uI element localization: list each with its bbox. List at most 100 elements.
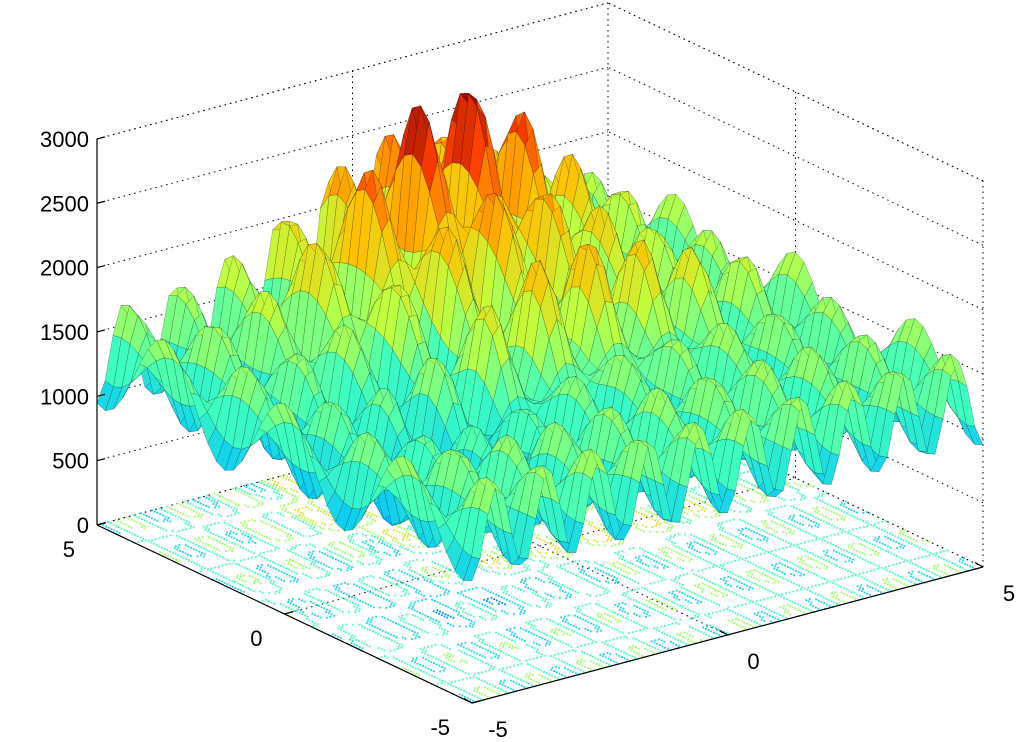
contour-point xyxy=(460,658,463,661)
contour-point xyxy=(505,653,508,655)
contour-point xyxy=(810,601,813,604)
contour-point xyxy=(737,613,740,616)
contour-point xyxy=(337,559,340,562)
contour-point xyxy=(660,595,663,598)
contour-point xyxy=(574,590,577,593)
contour-point xyxy=(426,580,429,582)
contour-point xyxy=(358,586,361,588)
contour-point xyxy=(728,551,730,554)
contour-point xyxy=(689,617,692,620)
contour-point xyxy=(487,687,489,690)
contour-point xyxy=(468,654,471,657)
contour-point xyxy=(377,535,380,537)
contour-point xyxy=(672,642,675,645)
contour-point xyxy=(269,483,272,486)
contour-point xyxy=(670,527,673,529)
contour-point xyxy=(452,685,455,687)
contour-point xyxy=(637,647,640,650)
contour-point xyxy=(349,554,352,557)
contour-point xyxy=(475,600,478,603)
contour-point xyxy=(359,545,362,548)
contour-point xyxy=(642,508,645,511)
contour-point xyxy=(764,550,767,552)
contour-point xyxy=(742,615,745,618)
contour-point xyxy=(328,610,331,612)
contour-point xyxy=(211,497,214,500)
contour-point xyxy=(446,616,449,619)
contour-point xyxy=(315,521,317,524)
contour-point xyxy=(272,583,274,585)
contour-point xyxy=(646,643,648,646)
contour-point xyxy=(238,540,241,542)
contour-point xyxy=(325,573,328,575)
contour-point xyxy=(228,548,231,551)
contour-point xyxy=(404,594,406,596)
contour-point xyxy=(781,571,784,574)
contour-point xyxy=(471,588,474,590)
contour-point xyxy=(663,521,666,523)
contour-point xyxy=(644,563,647,566)
contour-point xyxy=(432,670,435,673)
contour-point xyxy=(671,622,674,625)
contour-point xyxy=(436,609,439,612)
contour-point xyxy=(770,552,772,555)
contour-point xyxy=(320,576,323,579)
contour-point xyxy=(765,569,768,572)
contour-point xyxy=(528,568,531,571)
contour-point xyxy=(488,683,491,686)
contour-point xyxy=(319,510,322,513)
contour-point xyxy=(508,638,511,640)
contour-point xyxy=(566,586,569,589)
contour-point xyxy=(283,580,286,583)
contour-point xyxy=(446,646,449,649)
contour-point xyxy=(440,660,443,663)
contour-point xyxy=(646,649,649,652)
contour-point xyxy=(264,517,267,519)
contour-point xyxy=(380,656,383,659)
contour-point xyxy=(351,639,354,642)
contour-point xyxy=(497,573,500,575)
contour-point xyxy=(621,632,624,634)
contour-point xyxy=(245,494,248,497)
contour-point xyxy=(758,579,761,582)
contour-point xyxy=(358,556,361,558)
contour-point xyxy=(724,582,727,585)
contour-point xyxy=(744,603,747,606)
contour-point xyxy=(320,562,323,565)
contour-point xyxy=(549,655,552,657)
contour-point xyxy=(359,599,362,602)
box-edge xyxy=(96,2,609,140)
contour-point xyxy=(283,526,286,528)
contour-point xyxy=(390,603,392,606)
contour-point xyxy=(566,668,569,671)
contour-point xyxy=(238,564,240,567)
contour-point xyxy=(492,668,494,671)
contour-point xyxy=(211,551,213,554)
contour-point xyxy=(471,656,474,658)
contour-point xyxy=(312,550,315,553)
contour-point xyxy=(492,614,495,617)
contour-point xyxy=(361,587,364,590)
contour-point xyxy=(570,561,573,564)
contour-point xyxy=(492,570,495,573)
contour-point xyxy=(651,526,654,529)
contour-point xyxy=(464,641,467,644)
contour-point xyxy=(243,580,246,583)
contour-point xyxy=(781,563,784,566)
contour-point xyxy=(225,533,228,536)
contour-point xyxy=(667,623,670,626)
contour-point xyxy=(697,586,699,588)
contour-point xyxy=(697,509,700,512)
contour-point xyxy=(634,564,637,567)
contour-point xyxy=(568,634,571,636)
contour-point xyxy=(288,560,291,563)
contour-point xyxy=(194,537,196,540)
contour-point xyxy=(165,505,168,508)
contour-point xyxy=(773,581,776,584)
contour-point xyxy=(536,656,539,659)
contour-point xyxy=(366,589,369,592)
contour-point xyxy=(709,542,712,545)
contour-point xyxy=(586,637,589,640)
contour-point xyxy=(351,601,354,604)
contour-point xyxy=(698,551,701,554)
